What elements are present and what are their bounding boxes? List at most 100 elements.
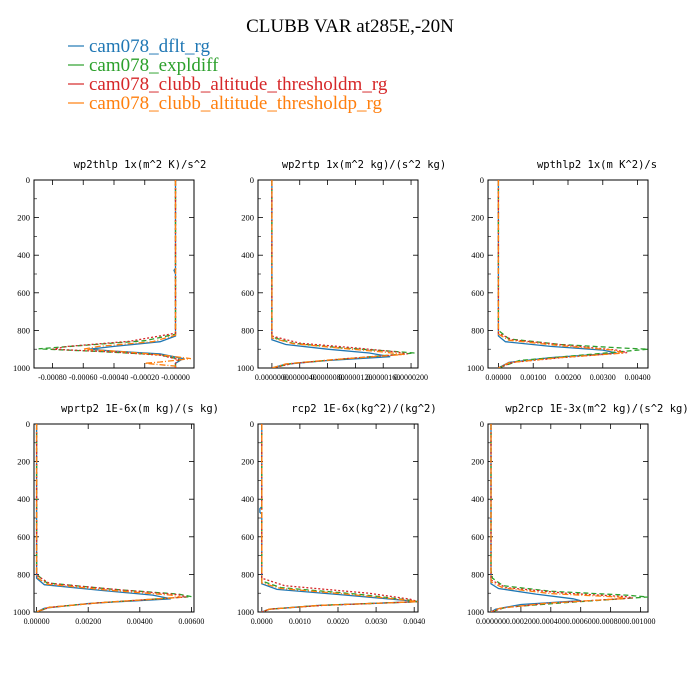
x-tick-label: 0.0030 — [365, 617, 387, 626]
plot-frame — [257, 179, 419, 369]
plot-frame — [33, 179, 195, 369]
x-tick-label: 0.0000120 — [338, 373, 372, 382]
y-tick-label: 0 — [480, 175, 484, 185]
x-tick-label: 0.0000 — [251, 617, 273, 626]
legend-entry: cam078_expldiff — [68, 55, 219, 76]
panel-title: rcp2 1E-6x(kg^2)/(kg^2) — [291, 403, 436, 415]
y-tick-label: 1000 — [13, 607, 30, 617]
series-line — [52, 180, 180, 368]
x-tick-label: 0.000000 — [476, 617, 506, 626]
series-group — [38, 180, 191, 368]
y-tick-label: 800 — [471, 569, 484, 579]
series-line — [490, 424, 634, 612]
chart-panel: wp2thlp 1x(m^2 K)/s^2 0 200 400 600 800 1000 -0… — [13, 159, 206, 382]
series-line — [35, 424, 182, 612]
y-tick-label: 0 — [250, 175, 254, 185]
x-tick-label: 0.00400 — [127, 617, 153, 626]
series-line — [490, 424, 626, 612]
y-tick-label: 200 — [471, 457, 484, 467]
y-tick-label: 800 — [471, 325, 484, 335]
series-group — [490, 424, 648, 612]
y-tick-label: 400 — [17, 494, 30, 504]
x-tick-label: 0.00400 — [625, 373, 651, 382]
x-tick-label: 0.0020 — [327, 617, 349, 626]
y-tick-label: 1000 — [467, 607, 484, 617]
y-tick-label: 800 — [17, 325, 30, 335]
y-tick-label: 400 — [17, 250, 30, 260]
legend-entry: cam078_dflt_rg — [68, 36, 211, 57]
x-tick-label: 0.00600 — [178, 617, 204, 626]
panel-title: wpthlp2 1x(m K^2)/s — [537, 159, 657, 171]
y-tick-label: 600 — [17, 288, 30, 298]
chart-panel: wp2rtp 1x(m^2 kg)/(s^2 kg) 0 200 400 600 800 1… — [237, 159, 446, 382]
series-group — [497, 180, 648, 368]
x-tick-label: 0.00000 — [24, 617, 50, 626]
x-tick-label: 0.0000040 — [283, 373, 317, 382]
series-group — [271, 180, 415, 368]
y-tick-label: 600 — [471, 532, 484, 542]
series-line — [497, 180, 624, 368]
chart-panel: wprtp2 1E-6x(m kg)/(s kg) 0 200 400 600 800 10… — [13, 403, 219, 626]
x-tick-label: 0.0000160 — [366, 373, 400, 382]
panel-title: wprtp2 1E-6x(m kg)/(s kg) — [61, 403, 219, 415]
series-line — [271, 180, 405, 368]
y-tick-label: 200 — [241, 457, 254, 467]
y-tick-label: 200 — [241, 213, 254, 223]
x-tick-label: 0.00200 — [75, 617, 101, 626]
y-tick-label: 0 — [26, 175, 30, 185]
y-tick-label: 800 — [241, 325, 254, 335]
legend-entry: cam078_clubb_altitude_thresholdp_rg — [68, 93, 383, 114]
legend-label: cam078_clubb_altitude_thresholdm_rg — [89, 74, 388, 95]
y-tick-label: 1000 — [13, 363, 30, 373]
x-tick-label: 0.000800 — [596, 617, 626, 626]
panels: wp2thlp 1x(m^2 K)/s^2 0 200 400 600 800 1000 -0… — [13, 159, 689, 626]
x-tick-label: 0.0010 — [289, 617, 311, 626]
series-group — [35, 424, 192, 612]
series-line — [497, 180, 648, 368]
y-tick-label: 400 — [471, 250, 484, 260]
y-tick-label: 600 — [471, 288, 484, 298]
y-tick-label: 0 — [26, 419, 30, 429]
plot-frame — [487, 423, 649, 613]
series-line — [83, 180, 191, 368]
x-tick-label: -0.00020 — [130, 373, 159, 382]
y-tick-label: 600 — [241, 288, 254, 298]
y-tick-label: 200 — [17, 213, 30, 223]
series-line — [89, 180, 185, 368]
series-line — [490, 424, 648, 612]
x-tick-label: 0.0000200 — [394, 373, 428, 382]
x-tick-label: 0.000200 — [506, 617, 536, 626]
x-tick-label: -0.00040 — [100, 373, 129, 382]
y-tick-label: 800 — [17, 569, 30, 579]
x-tick-label: 0.0040 — [403, 617, 425, 626]
y-tick-label: 400 — [241, 250, 254, 260]
legend-label: cam078_clubb_altitude_thresholdp_rg — [89, 93, 383, 114]
x-tick-label: 0.0000080 — [311, 373, 345, 382]
y-tick-label: 1000 — [467, 363, 484, 373]
chart-panel: rcp2 1E-6x(kg^2)/(kg^2) 0 200 400 600 800 1000… — [237, 403, 437, 626]
series-line — [38, 180, 182, 368]
y-tick-label: 400 — [471, 494, 484, 504]
y-tick-label: 1000 — [237, 363, 254, 373]
plot-frame — [257, 423, 419, 613]
series-line — [271, 180, 408, 368]
x-tick-label: 0.00300 — [590, 373, 616, 382]
x-tick-label: 0.00100 — [520, 373, 546, 382]
panel-title: wp2rtp 1x(m^2 kg)/(s^2 kg) — [282, 159, 446, 171]
legend-label: cam078_expldiff — [89, 55, 219, 76]
x-tick-label: 0.000600 — [566, 617, 596, 626]
x-tick-label: -0.00000 — [161, 373, 190, 382]
figure-title: CLUBB VAR at285E,-20N — [246, 16, 454, 37]
x-tick-label: 0.00000 — [485, 373, 511, 382]
series-line — [261, 424, 418, 612]
series-line — [490, 424, 581, 612]
x-tick-label: 0.00200 — [555, 373, 581, 382]
y-tick-label: 1000 — [237, 607, 254, 617]
plot-frame — [33, 423, 195, 613]
series-line — [271, 180, 415, 368]
chart-panel: wpthlp2 1x(m K^2)/s020040060080010000.00… — [467, 159, 657, 382]
y-tick-label: 400 — [241, 494, 254, 504]
series-line — [497, 180, 628, 368]
series-group — [259, 424, 418, 612]
